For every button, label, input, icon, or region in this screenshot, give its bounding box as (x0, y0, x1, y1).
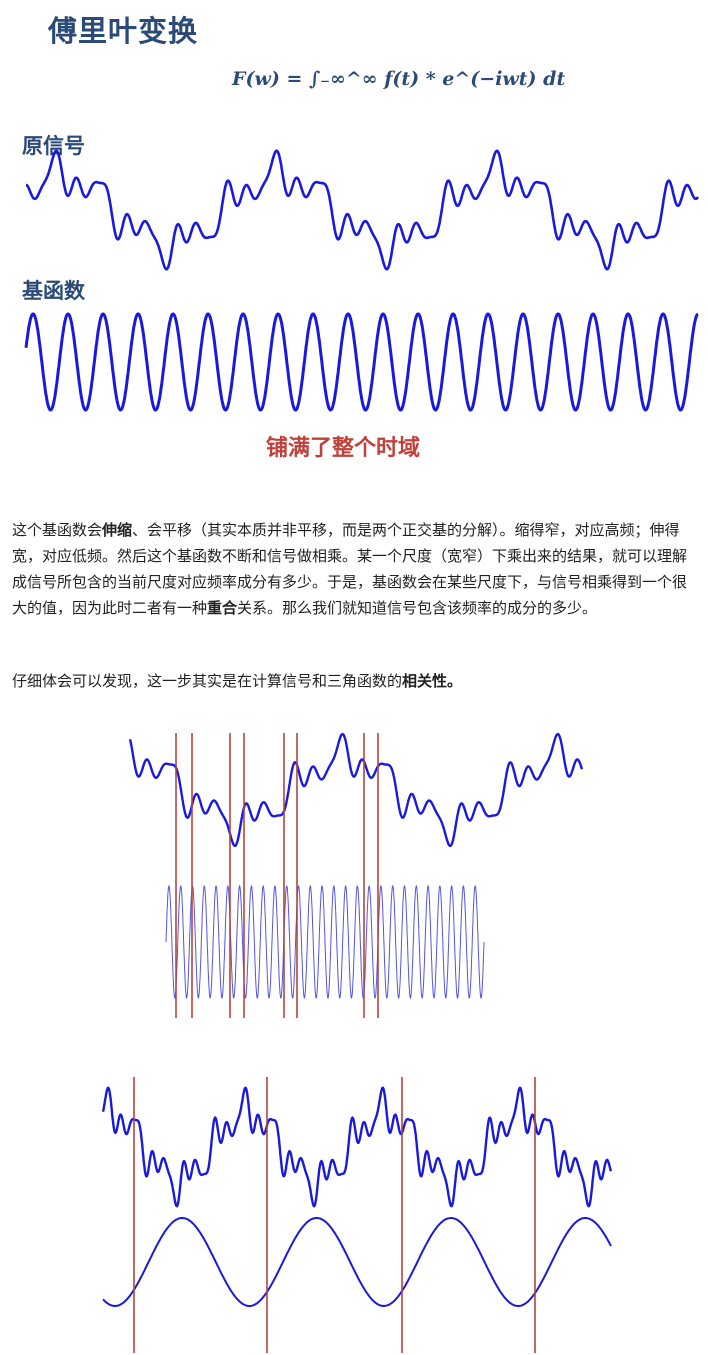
high-frequency-basis-path (165, 884, 485, 1000)
original-signal-wave (25, 149, 700, 271)
formula-text: F(w) = ∫₋∞^∞ f(t) * e^(−iwt) dt (232, 68, 566, 90)
para1-text-1: 这个基函数会 (12, 521, 103, 539)
original-signal-path (25, 149, 700, 271)
para1-bold-overlap: 重合 (207, 599, 238, 617)
para1-text-2: 、会平移（其实本质并非平移，而是两个正交基的分解）。缩得窄，对应高频；伸得宽，对… (12, 521, 688, 617)
correlation-markers-2 (133, 1077, 536, 1353)
correlation-paragraph: 仔细体会可以发现，这一步其实是在计算信号和三角函数的相关性。 (12, 668, 700, 694)
page-title: 傅里叶变换 (48, 14, 199, 48)
para2-bold-correlation: 相关性。 (402, 672, 463, 690)
para1-bold-stretch: 伸缩 (102, 521, 133, 539)
low-frequency-correlation-figure (101, 1077, 613, 1353)
fourier-formula: F(w) = ∫₋∞^∞ f(t) * e^(−iwt) dt (232, 68, 565, 90)
high-frequency-correlation-figure (128, 732, 584, 1018)
explanation-paragraph: 这个基函数会伸缩、会平移（其实本质并非平移，而是两个正交基的分解）。缩得窄，对应… (12, 517, 700, 621)
correlation-markers-1 (175, 733, 379, 1018)
signal-path-1 (128, 732, 584, 848)
signal-path-2 (101, 1086, 613, 1208)
para2-text: 仔细体会可以发现，这一步其实是在计算信号和三角函数的 (12, 672, 403, 690)
time-domain-note: 铺满了整个时域 (266, 436, 421, 461)
para1-text-3: 关系。那么我们就知道信号包含该频率的成分的多少。 (237, 599, 598, 617)
basis-function-path (24, 312, 699, 412)
low-frequency-basis-path (102, 1217, 612, 1307)
basis-function-label: 基函数 (22, 279, 85, 303)
basis-function-wave (24, 312, 699, 412)
